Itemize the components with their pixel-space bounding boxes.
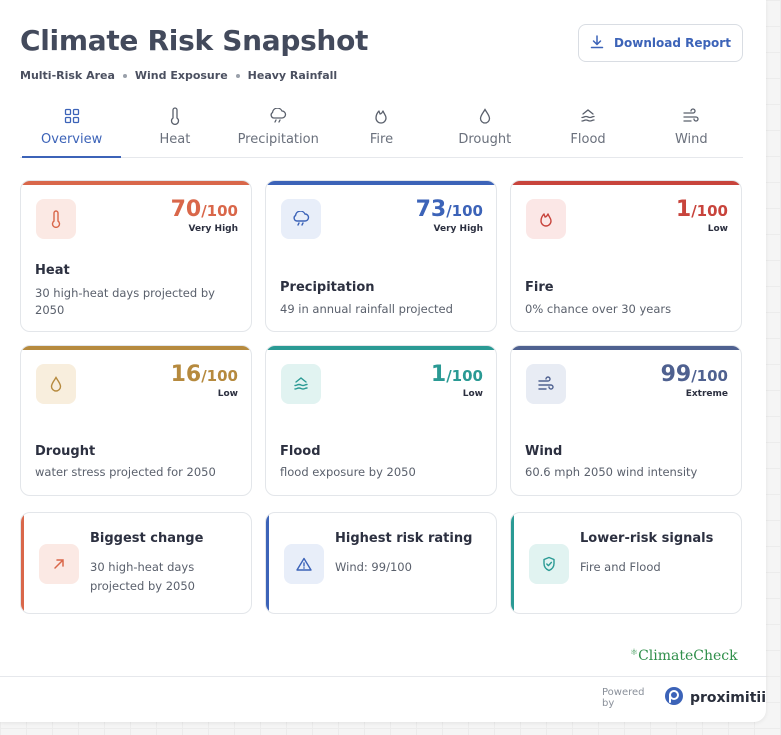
summary-title: Biggest change <box>90 531 204 546</box>
climatecheck-logo: ⚛ClimateCheck <box>630 648 738 664</box>
tab-bar: Overview Heat Precipitation Fire Drought <box>20 102 743 158</box>
droplet-icon <box>36 364 76 404</box>
grid-icon <box>64 106 80 126</box>
card-title: Wind <box>525 444 563 459</box>
wind-icon <box>682 106 700 126</box>
summary-description: 30 high-heat days projected by 2050 <box>90 560 195 593</box>
tab-flood[interactable]: Flood <box>536 102 639 157</box>
download-report-button[interactable]: Download Report <box>578 24 743 62</box>
tab-wind[interactable]: Wind <box>640 102 743 157</box>
wind-icon <box>526 364 566 404</box>
page-title: Climate Risk Snapshot <box>20 24 369 57</box>
risk-score: 1/100 Low <box>675 197 728 234</box>
tag-multi-risk: Multi-Risk Area <box>20 69 115 82</box>
card-description: 30 high-heat days projected by 2050 <box>35 286 215 317</box>
risk-level: Low <box>217 389 238 399</box>
risk-score: 16/100 Low <box>170 362 238 399</box>
cloud-rain-icon <box>281 199 321 239</box>
tab-fire[interactable]: Fire <box>330 102 433 157</box>
powered-by: Powered by proximitii <box>602 686 766 709</box>
arrow-up-right-icon <box>39 544 79 584</box>
summary-card-lower-risk[interactable]: Lower-risk signals Fire and Flood <box>510 512 742 614</box>
card-accent-bar <box>511 181 741 185</box>
summary-card-biggest-change[interactable]: Biggest change 30 high-heat days project… <box>20 512 252 614</box>
tag-rainfall: Heavy Rainfall <box>247 69 338 82</box>
card-description: flood exposure by 2050 <box>280 465 416 479</box>
card-title: Drought <box>35 444 96 459</box>
cloud-rain-icon <box>269 106 287 126</box>
card-title: Heat <box>35 263 70 278</box>
flame-icon <box>374 106 388 126</box>
summary-title: Highest risk rating <box>335 531 473 546</box>
card-accent-bar <box>21 181 251 185</box>
summary-description: Wind: 99/100 <box>335 560 412 574</box>
summary-card-highest-risk[interactable]: Highest risk rating Wind: 99/100 <box>265 512 497 614</box>
card-accent-bar <box>21 346 251 350</box>
waves-icon <box>580 106 596 126</box>
risk-level: Low <box>707 224 728 234</box>
risk-score: 73/100 Very High <box>415 197 483 234</box>
snapshot-panel: Climate Risk Snapshot Multi-Risk Area Wi… <box>0 24 766 709</box>
card-description: water stress projected for 2050 <box>35 465 216 479</box>
card-accent-bar <box>266 181 496 185</box>
card-title: Precipitation <box>280 280 375 295</box>
card-accent-bar <box>511 513 514 613</box>
tab-drought[interactable]: Drought <box>433 102 536 157</box>
risk-card-fire[interactable]: 1/100 Low Fire 0% chance over 30 years <box>510 180 742 332</box>
waves-icon <box>281 364 321 404</box>
card-accent-bar <box>266 346 496 350</box>
flame-icon <box>526 199 566 239</box>
card-description: 49 in annual rainfall projected <box>280 302 453 316</box>
separator-dot <box>235 73 240 78</box>
thermometer-icon <box>36 199 76 239</box>
risk-card-heat[interactable]: 70/100 Very High Heat 30 high-heat days … <box>20 180 252 332</box>
card-accent-bar <box>266 513 269 613</box>
shield-check-icon <box>529 544 569 584</box>
tag-wind: Wind Exposure <box>134 69 228 82</box>
location-tags: Multi-Risk Area Wind Exposure Heavy Rain… <box>20 69 337 82</box>
tab-overview[interactable]: Overview <box>20 102 123 158</box>
risk-card-wind[interactable]: 99/100 Extreme Wind 60.6 mph 2050 wind i… <box>510 345 742 496</box>
risk-card-drought[interactable]: 16/100 Low Drought water stress projecte… <box>20 345 252 496</box>
summary-description: Fire and Flood <box>580 560 661 574</box>
tab-precipitation[interactable]: Precipitation <box>227 102 330 157</box>
summary-title: Lower-risk signals <box>580 531 714 546</box>
thermometer-icon <box>169 106 181 126</box>
footer-divider <box>0 676 766 677</box>
risk-score: 99/100 Extreme <box>660 362 728 399</box>
risk-level: Very High <box>433 224 483 234</box>
risk-card-precipitation[interactable]: 73/100 Very High Precipitation 49 in ann… <box>265 180 497 332</box>
card-description: 60.6 mph 2050 wind intensity <box>525 465 698 479</box>
proximitii-logo-icon <box>664 686 684 709</box>
risk-level: Very High <box>188 224 238 234</box>
risk-score: 1/100 Low <box>430 362 483 399</box>
leaf-icon: ⚛ <box>630 648 639 658</box>
risk-score: 70/100 Very High <box>170 197 238 234</box>
warning-icon <box>284 544 324 584</box>
droplet-icon <box>479 106 491 126</box>
risk-level: Extreme <box>685 389 728 399</box>
risk-level: Low <box>462 389 483 399</box>
risk-card-flood[interactable]: 1/100 Low Flood flood exposure by 2050 <box>265 345 497 496</box>
card-accent-bar <box>21 513 24 613</box>
download-icon <box>590 34 604 52</box>
separator-dot <box>122 73 127 78</box>
tab-heat[interactable]: Heat <box>123 102 226 157</box>
card-title: Flood <box>280 444 321 459</box>
card-description: 0% chance over 30 years <box>525 302 672 316</box>
card-accent-bar <box>511 346 741 350</box>
card-title: Fire <box>525 280 554 295</box>
